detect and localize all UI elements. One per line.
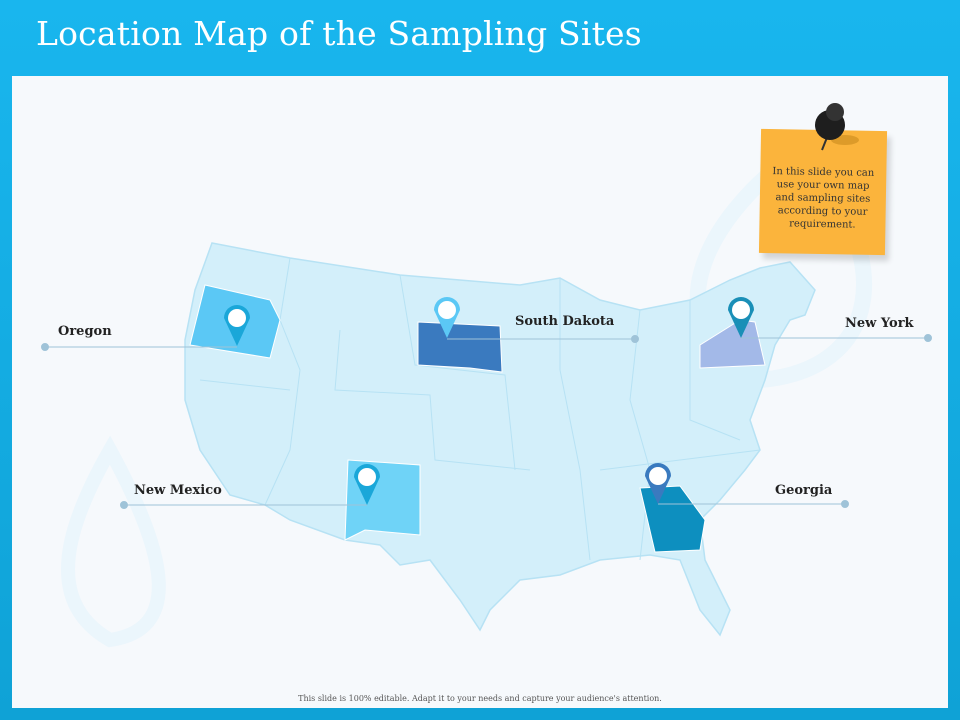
state-georgia[interactable] [639, 485, 706, 553]
note-text: In this slide you can use your own map a… [772, 166, 875, 231]
state-borders [199, 257, 761, 561]
state-new-york[interactable] [699, 319, 766, 369]
pin-icon [645, 463, 671, 504]
site-label-new-mexico: New Mexico [134, 483, 222, 498]
leader-lines [41, 334, 932, 509]
site-label-georgia: Georgia [775, 483, 833, 498]
page-title: Location Map of the Sampling Sites [36, 14, 642, 53]
pin-icon [224, 305, 250, 346]
map-pins [224, 297, 754, 505]
sticky-note: In this slide you can use your own map a… [758, 128, 888, 256]
pin-icon [354, 464, 380, 505]
site-label-south-dakota: South Dakota [515, 314, 615, 329]
pin-icon [434, 297, 460, 338]
footer-text: This slide is 100% editable. Adapt it to… [298, 694, 662, 703]
state-south-dakota[interactable] [417, 321, 503, 373]
site-label-new-york: New York [845, 316, 914, 331]
pin-icon [728, 297, 754, 338]
site-label-oregon: Oregon [58, 324, 112, 339]
us-outline [184, 242, 816, 637]
